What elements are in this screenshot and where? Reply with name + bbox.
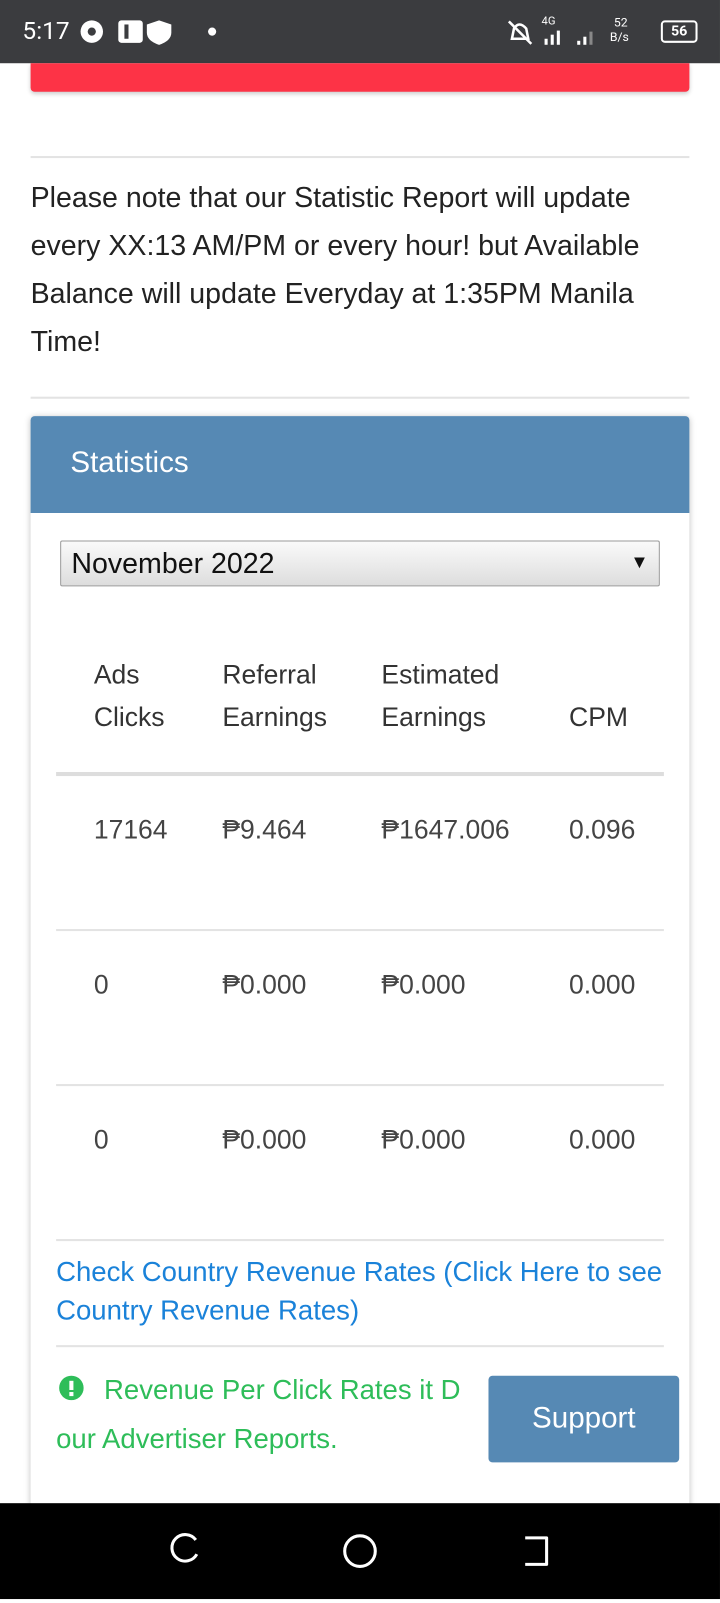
nav-icons (170, 1533, 549, 1568)
divider (30, 156, 690, 159)
column-header: Referral Earnings (222, 658, 327, 733)
card-title: Statistics (70, 446, 189, 480)
column-header: Estimated Earnings (381, 658, 500, 733)
alert-banner (30, 63, 690, 92)
table-cell: ₱0.000 (381, 968, 466, 1000)
signal-bars (544, 30, 593, 45)
row-divider (56, 1084, 664, 1087)
support-button[interactable]: Support (488, 1375, 680, 1463)
table-cell: 0 (93, 968, 109, 1000)
network-type: 4G (541, 14, 556, 28)
card-header: Statistics (30, 416, 690, 513)
mute-icon (507, 20, 533, 45)
table-head-rule (56, 771, 664, 777)
row-divider (56, 929, 664, 932)
statistics-card (30, 416, 690, 1538)
table-cell: 0.096 (569, 813, 636, 845)
row-divider (56, 1239, 664, 1242)
button-label: Support (532, 1402, 636, 1435)
column-header: CPM (569, 701, 628, 733)
table-cell: ₱9.464 (222, 813, 307, 845)
divider (30, 396, 690, 399)
table-cell: ₱0.000 (222, 968, 307, 1000)
select-value: November 2022 (71, 547, 275, 580)
status-icons (80, 20, 217, 45)
table-cell: ₱0.000 (222, 1123, 307, 1155)
alert-text: Revenue Per Click Rates it D (104, 1374, 461, 1406)
table-cell: ₱1647.006 (381, 813, 510, 845)
table-cell: 0.000 (569, 1123, 636, 1155)
country-rates-link[interactable]: Check Country Revenue Rates (Click Here … (56, 1256, 663, 1326)
table-cell: 17164 (93, 813, 168, 845)
table-cell: 0.000 (569, 968, 636, 1000)
notice-text: Please note that our Statistic Report wi… (30, 181, 640, 357)
speed-value: 52 (613, 15, 628, 30)
table-cell: 0 (93, 1123, 109, 1155)
alert-text: our Advertiser Reports. (56, 1423, 338, 1455)
speed-unit: B/s (609, 29, 629, 44)
battery: 56 (660, 20, 698, 43)
table-cell: ₱0.000 (381, 1123, 466, 1155)
alert-icon (59, 1375, 84, 1401)
month-select[interactable]: November 2022 ▼ (60, 540, 660, 587)
column-header: Ads Clicks (93, 658, 165, 733)
select-arrow: ▼ (630, 551, 649, 573)
divider (56, 1345, 664, 1348)
clock: 5:17 (22, 16, 70, 45)
status-bar: 5:17 4G 52 B/s 56 (0, 0, 720, 64)
nav-bar (0, 1503, 720, 1600)
